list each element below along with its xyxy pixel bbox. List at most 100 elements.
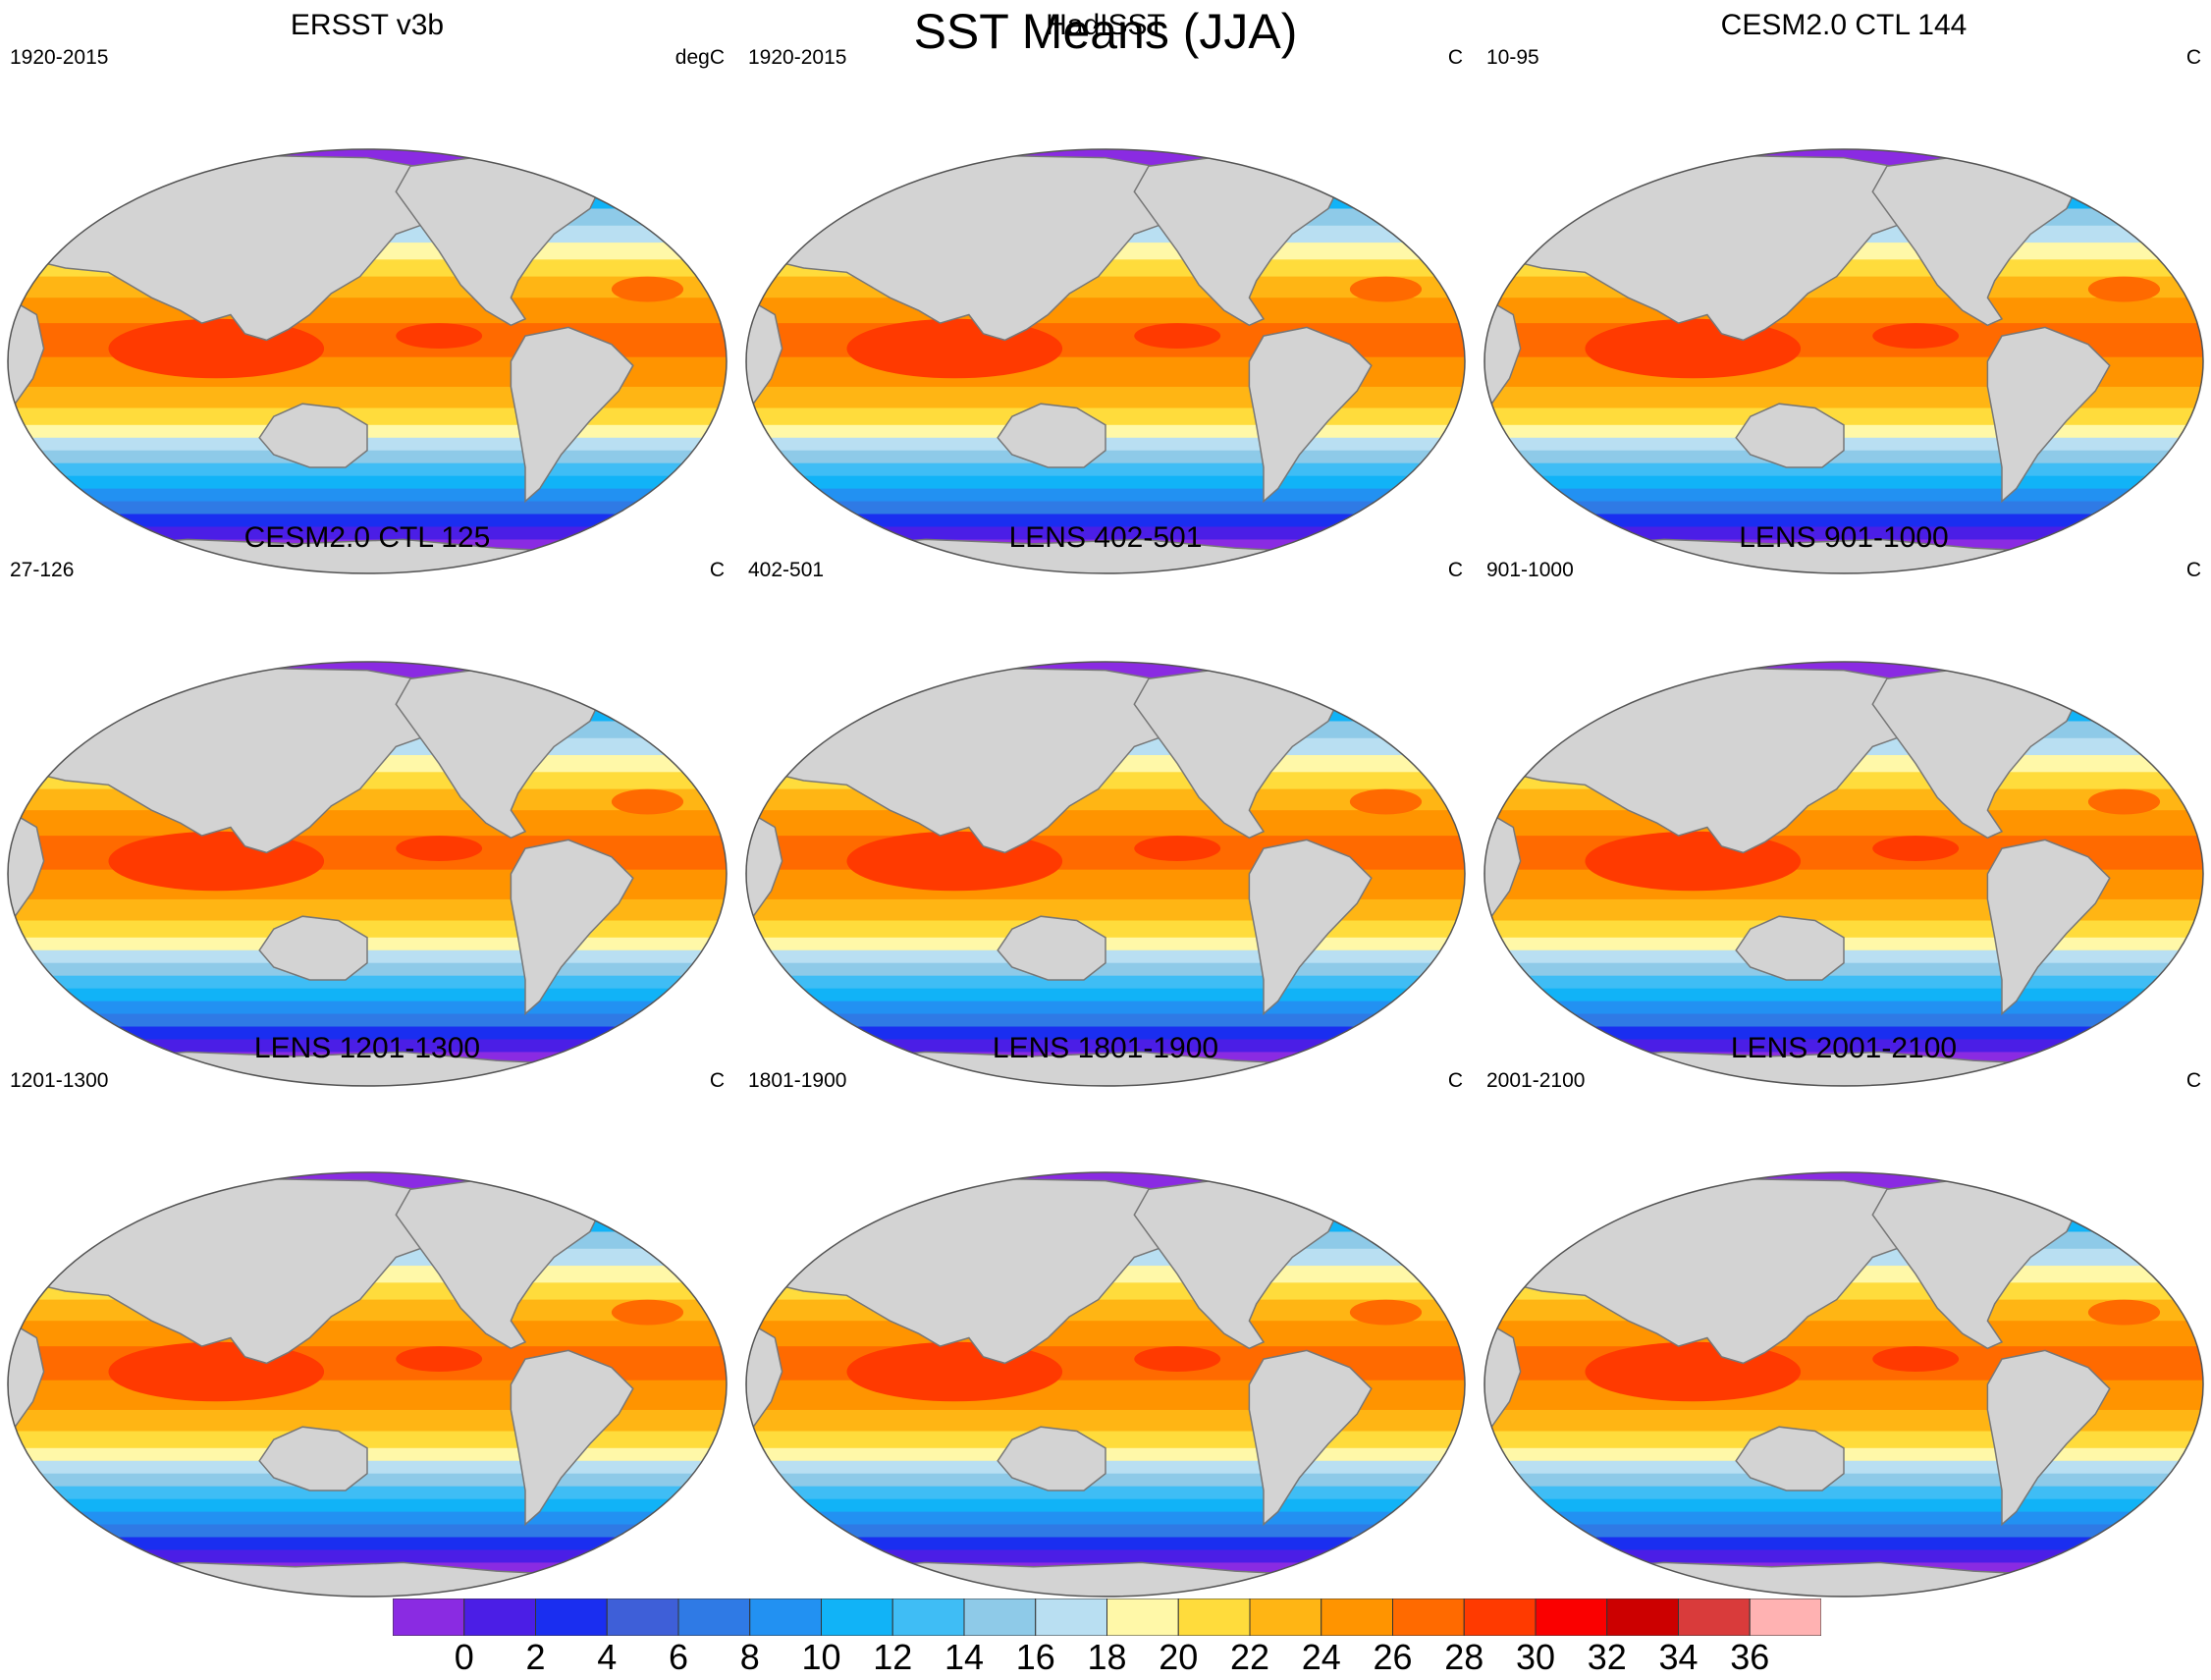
sst-map	[7, 1171, 728, 1598]
sst-band	[8, 1473, 727, 1488]
sst-band	[8, 920, 727, 939]
colorbar-box	[1035, 1598, 1107, 1637]
sst-band	[1484, 407, 2203, 426]
sst-band	[746, 810, 1465, 838]
landmass	[1547, 1561, 2147, 1597]
sst-band	[1484, 450, 2203, 464]
sst-band	[8, 1409, 727, 1433]
map-frame	[1483, 661, 2204, 1087]
sst-map	[7, 661, 728, 1087]
sst-band	[746, 526, 1465, 541]
sst-band	[746, 407, 1465, 426]
landmass	[746, 296, 783, 420]
sst-band	[1484, 1013, 2203, 1028]
sst-map	[1483, 661, 2204, 1087]
sst-band	[746, 1486, 1465, 1500]
colorbar-box	[1249, 1598, 1322, 1637]
sst-band	[746, 975, 1465, 990]
sst-band	[1484, 1524, 2203, 1539]
sst-band	[8, 810, 727, 838]
sst-band	[1484, 501, 2203, 515]
colorbar-labels: 0 2 4 6 8 10 12 14 16 18 20 22 24 26 28 30 32 34 36	[0, 1638, 2211, 1677]
colorbar-tick-label: 4	[597, 1637, 618, 1677]
sst-band	[1484, 1537, 2203, 1551]
panel-title: LENS 2001-2100	[1730, 1032, 1958, 1064]
warm-pool	[1134, 836, 1221, 862]
sst-band	[1484, 462, 2203, 477]
landmass	[997, 1426, 1106, 1491]
sst-map	[745, 661, 1466, 1087]
sst-band	[8, 1039, 727, 1054]
sst-band	[1484, 1039, 2203, 1054]
sst-band	[1484, 475, 2203, 490]
colorbar-tick-label: 36	[1730, 1637, 1770, 1677]
sst-band	[1484, 988, 2203, 1003]
warm-pool	[1349, 276, 1423, 302]
sst-band	[8, 1498, 727, 1513]
colorbar-tick-label: 26	[1373, 1637, 1413, 1677]
map-panel: ERSST v3b 1920-2015 degC	[4, 4, 730, 597]
landmass	[1484, 296, 1522, 420]
landmass	[1248, 326, 1373, 504]
sst-band	[1484, 1026, 2203, 1041]
sst-band	[746, 514, 1465, 528]
sst-band	[8, 1511, 727, 1526]
sst-band	[1484, 898, 2203, 922]
sst-band	[8, 450, 727, 464]
sst-band	[746, 1537, 1465, 1551]
colorbar-box	[1392, 1598, 1465, 1637]
colorbar-box	[749, 1598, 822, 1637]
colorbar-tick-label: 32	[1587, 1637, 1627, 1677]
sst-band	[8, 514, 727, 528]
colorbar-box	[677, 1598, 751, 1637]
panel-units-label: C	[2185, 559, 2201, 581]
map-frame	[1483, 1171, 2204, 1598]
colorbar-box	[1678, 1598, 1751, 1637]
panel-title: HadISST	[1046, 9, 1165, 41]
colorbar-box	[1321, 1598, 1393, 1637]
sst-band	[746, 1321, 1465, 1348]
sst-band	[8, 1431, 727, 1449]
colorbar-box	[392, 1598, 465, 1637]
sst-band	[746, 1498, 1465, 1513]
landmass	[258, 915, 368, 981]
colorbar-tick-label: 10	[801, 1637, 841, 1677]
sst-band	[746, 298, 1465, 325]
landmass	[809, 1561, 1409, 1597]
warm-pool	[396, 323, 483, 350]
landmass	[510, 326, 634, 504]
warm-pool	[1134, 1346, 1221, 1373]
colorbar-tick-label: 2	[525, 1637, 546, 1677]
warm-pool	[2087, 276, 2161, 302]
map-frame	[7, 1171, 728, 1598]
figure-title: SST Means (JJA)	[913, 4, 1298, 59]
sst-band	[1484, 1498, 2203, 1513]
panel-period-label: 1801-1900	[748, 1069, 847, 1092]
sst-band	[746, 475, 1465, 490]
map-panel: CESM2.0 CTL 144 10-95 C	[1481, 4, 2207, 597]
colorbar-box	[891, 1598, 965, 1637]
sst-band	[746, 1524, 1465, 1539]
landmass	[510, 1349, 634, 1527]
panel-units-label: C	[2185, 1069, 2201, 1092]
landmass	[746, 808, 783, 933]
map-panel: HadISST 1920-2015 C	[742, 4, 1469, 597]
sst-band	[1484, 1549, 2203, 1564]
sst-band	[746, 1001, 1465, 1015]
panel-period-label: 1920-2015	[748, 46, 847, 69]
landmass	[1248, 1349, 1373, 1527]
landmass	[746, 1319, 783, 1443]
sst-band	[8, 962, 727, 977]
sst-band	[746, 988, 1465, 1003]
colorbar-tick-label: 6	[668, 1637, 689, 1677]
sst-band	[8, 407, 727, 426]
landmass	[1986, 1349, 2111, 1527]
sst-map	[1483, 148, 2204, 574]
colorbar-box	[606, 1598, 679, 1637]
sst-band	[8, 1524, 727, 1539]
colorbar-box	[821, 1598, 893, 1637]
sst-band	[8, 975, 727, 990]
colorbar-box	[1749, 1598, 1822, 1637]
sst-band	[746, 1511, 1465, 1526]
panel-units-label: C	[2185, 46, 2201, 69]
